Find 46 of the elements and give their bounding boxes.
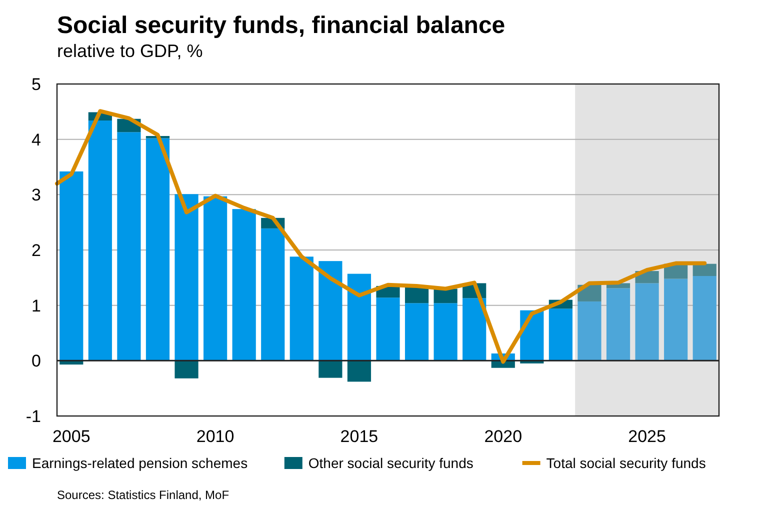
chart-subtitle: relative to GDP, %: [57, 41, 203, 61]
bar: [146, 138, 170, 361]
bar: [347, 360, 372, 382]
x-tick-label: 2005: [52, 427, 90, 446]
y-tick-label: 2: [32, 241, 41, 260]
x-tick-label: 2025: [628, 427, 666, 446]
y-tick-label: -1: [26, 407, 41, 426]
bar: [232, 209, 256, 361]
bar: [376, 298, 400, 361]
x-tick-label: 2015: [340, 427, 378, 446]
legend-label: Total social security funds: [546, 455, 706, 471]
x-tick-label: 2020: [484, 427, 522, 446]
bar: [174, 360, 198, 378]
bar: [60, 171, 84, 361]
bar: [261, 228, 285, 361]
bar: [404, 303, 429, 361]
y-tick-label: 3: [32, 186, 41, 205]
bar: [462, 298, 486, 361]
y-tick-label: 0: [32, 352, 41, 371]
bar: [318, 360, 342, 378]
bar: [347, 274, 372, 361]
x-tick-label: 2010: [196, 427, 234, 446]
bar: [290, 256, 314, 361]
bar: [548, 308, 572, 361]
bar: [692, 276, 716, 361]
bar: [117, 132, 141, 361]
bar: [204, 196, 228, 361]
bar: [635, 283, 659, 361]
bar: [664, 278, 688, 361]
bar: [434, 288, 458, 304]
legend-label: Other social security funds: [308, 455, 474, 471]
source-note: Sources: Statistics Finland, MoF: [57, 488, 230, 502]
bar: [578, 301, 602, 361]
y-tick-label: 5: [32, 75, 41, 94]
bar: [434, 303, 458, 361]
y-tick-label: 1: [32, 296, 41, 316]
chart-title: Social security funds, financial balance: [57, 12, 506, 39]
y-tick-label: 4: [32, 130, 41, 150]
legend-label: Earnings-related pension schemes: [32, 455, 248, 471]
line-series: [55, 109, 707, 364]
bar: [692, 264, 716, 276]
bar: [606, 288, 630, 361]
bar: [174, 194, 198, 361]
bar: [318, 261, 342, 361]
bar: [404, 287, 429, 304]
bar: [88, 120, 112, 361]
